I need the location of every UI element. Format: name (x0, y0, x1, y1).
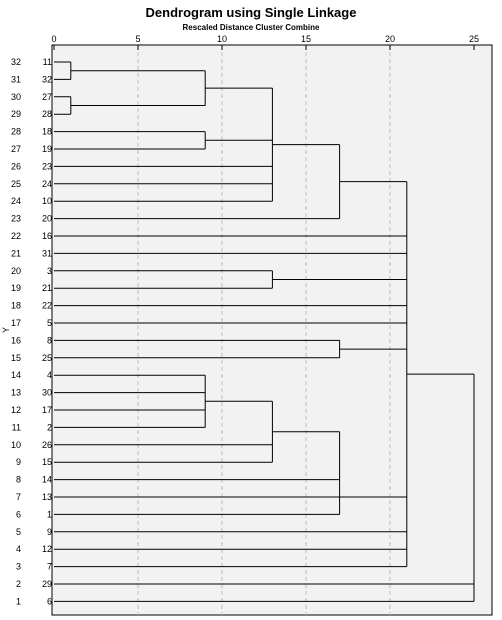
leaf-position-label: 30 (11, 92, 21, 102)
leaf-position-label: 9 (16, 457, 21, 467)
leaf-case-label: 26 (42, 440, 52, 450)
leaf-case-label: 24 (42, 179, 52, 189)
leaf-case-label: 8 (47, 335, 52, 345)
leaf-case-label: 28 (42, 109, 52, 119)
leaf-position-label: 16 (11, 335, 21, 345)
leaf-position-label: 24 (11, 196, 21, 206)
leaf-case-label: 25 (42, 353, 52, 363)
leaf-position-label: 11 (12, 422, 21, 432)
leaf-case-label: 4 (47, 370, 52, 380)
leaf-position-label: 23 (11, 214, 21, 224)
leaf-case-label: 14 (42, 475, 52, 485)
leaf-case-label: 29 (42, 579, 52, 589)
leaf-case-label: 3 (47, 266, 52, 276)
leaf-position-label: 26 (11, 161, 21, 171)
x-tick-label: 20 (385, 34, 395, 44)
leaf-case-label: 6 (47, 596, 52, 606)
dendrogram-links (54, 61, 475, 602)
leaf-position-label: 1 (16, 596, 21, 606)
leaf-case-label: 16 (42, 231, 52, 241)
leaf-position-label: 13 (11, 388, 21, 398)
leaf-position-label: 12 (11, 405, 21, 415)
chart-subtitle: Rescaled Distance Cluster Combine (182, 23, 320, 32)
leaf-case-label: 12 (42, 544, 52, 554)
leaf-case-label: 1 (47, 509, 52, 519)
leaf-position-label: 2 (16, 579, 21, 589)
leaf-case-label: 30 (42, 388, 52, 398)
leaf-case-label: 27 (42, 92, 52, 102)
leaf-position-label: 6 (16, 509, 21, 519)
leaf-case-label: 19 (42, 144, 52, 154)
x-tick-label: 15 (301, 34, 311, 44)
leaf-case-label: 10 (42, 196, 52, 206)
leaf-position-label: 17 (11, 318, 21, 328)
x-axis-ticks: 0 5 10 15 20 25 (51, 34, 479, 50)
leaf-position-label: 32 (11, 57, 21, 67)
leaf-position-label: 4 (16, 544, 21, 554)
leaf-case-label: 13 (42, 492, 52, 502)
leaf-position-label: 27 (11, 144, 21, 154)
leaf-position-label: 5 (16, 527, 21, 537)
x-tick-label: 10 (217, 34, 227, 44)
x-tick-label: 25 (469, 34, 479, 44)
leaf-case-label: 31 (42, 248, 52, 258)
leaf-position-label: 8 (16, 475, 21, 485)
y-axis-label: Y (1, 327, 11, 333)
leaf-case-label: 32 (42, 74, 52, 84)
leaf-case-label: 2 (47, 422, 52, 432)
leaf-case-label: 5 (47, 318, 52, 328)
leaf-position-label: 21 (11, 248, 21, 258)
leaf-position-label: 15 (11, 353, 21, 363)
leaf-position-label: 19 (11, 283, 21, 293)
leaf-position-label: 31 (11, 74, 21, 84)
leaf-position-label: 25 (11, 179, 21, 189)
chart-title: Dendrogram using Single Linkage (145, 5, 357, 20)
leaf-position-label: 3 (16, 562, 21, 572)
leaf-position-label: 14 (11, 370, 21, 380)
leaf-position-label: 20 (11, 266, 21, 276)
leaf-case-label: 15 (42, 457, 52, 467)
leaf-case-label: 21 (42, 283, 52, 293)
leaf-position-label: 29 (11, 109, 21, 119)
leaf-case-label: 23 (42, 161, 52, 171)
leaf-case-label: 17 (42, 405, 52, 415)
leaf-case-label: 11 (43, 57, 52, 67)
leaf-case-label: 22 (42, 301, 52, 311)
leaf-position-label: 18 (11, 301, 21, 311)
leaf-position-label: 10 (11, 440, 21, 450)
leaf-position-label: 7 (16, 492, 21, 502)
leaf-case-label: 9 (47, 527, 52, 537)
leaf-case-label: 7 (47, 562, 52, 572)
x-tick-label: 5 (135, 34, 140, 44)
leaf-position-label: 22 (11, 231, 21, 241)
leaf-case-label: 20 (42, 214, 52, 224)
leaf-case-label: 18 (42, 127, 52, 137)
leaf-position-label: 28 (11, 127, 21, 137)
x-tick-label: 0 (51, 34, 56, 44)
